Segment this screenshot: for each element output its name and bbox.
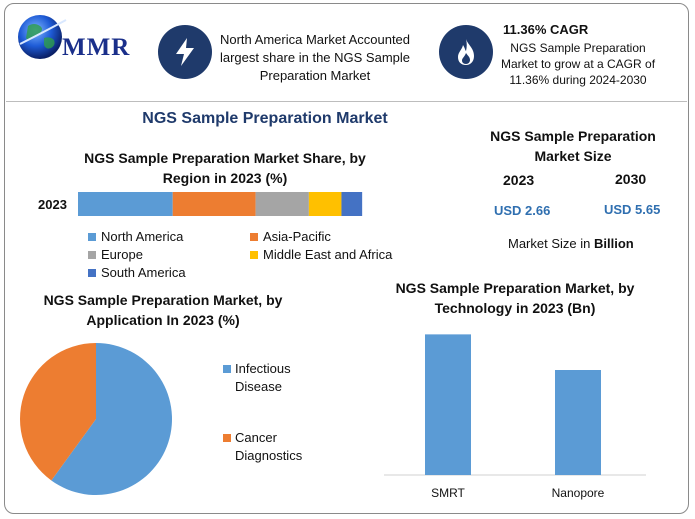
lightning-icon xyxy=(176,38,194,66)
logo-text: MMR xyxy=(62,34,131,61)
infographic-frame xyxy=(4,3,689,514)
technology-bar-chart: SMRT Nanopore xyxy=(384,334,646,500)
bar-segment-asia-pacific xyxy=(172,192,256,216)
legend-item-north-america: North America xyxy=(88,229,183,244)
legend-swatch xyxy=(88,250,96,259)
globe-logo-icon xyxy=(18,15,67,59)
region-category-label: 2023 xyxy=(38,197,67,212)
size-year-2023: 2023 xyxy=(503,172,535,188)
legend-swatch xyxy=(88,268,96,277)
legend-swatch xyxy=(223,365,231,373)
legend-swatch xyxy=(88,232,96,241)
legend-label: South America xyxy=(101,265,186,280)
callout-cagr: NGS Sample Preparation Market to grow at… xyxy=(500,41,656,87)
pie-slice-cancer-diagnostics xyxy=(20,343,96,481)
legend-label: North America xyxy=(101,229,184,244)
tick-label-smrt: SMRT xyxy=(431,486,465,500)
region-chart-title: NGS Sample Preparation Market Share, by … xyxy=(84,150,366,186)
bar-segment-south-america xyxy=(341,192,363,216)
application-chart-title: NGS Sample Preparation Market, by Applic… xyxy=(43,292,283,328)
pie-legend-cancer: Cancer Diagnostics xyxy=(223,429,323,465)
pie-slice-infectious-disease xyxy=(51,343,172,495)
note-prefix: Market Size in xyxy=(508,236,594,251)
legend-label: Cancer Diagnostics xyxy=(235,430,303,463)
legend-item-mea: Middle East and Africa xyxy=(250,247,392,262)
legend-item-europe: Europe xyxy=(88,247,143,262)
bar-smrt xyxy=(425,334,471,475)
legend-label: Middle East and Africa xyxy=(263,247,393,262)
flame-icon xyxy=(458,39,474,65)
legend-swatch xyxy=(223,434,231,442)
bar-nanopore xyxy=(555,370,601,475)
size-year-2030: 2030 xyxy=(615,171,647,187)
legend-item-south-america: South America xyxy=(88,265,186,280)
legend-label: Europe xyxy=(101,247,143,262)
market-size-note: Market Size in Billion xyxy=(508,236,634,251)
bar-segment-europe xyxy=(255,192,309,216)
technology-chart-title: NGS Sample Preparation Market, by Techno… xyxy=(395,280,635,316)
region-stacked-bar xyxy=(78,192,363,216)
application-pie xyxy=(20,343,172,495)
note-unit: Billion xyxy=(593,236,634,251)
lightning-badge xyxy=(158,25,212,79)
bar-segment-north-america xyxy=(78,192,173,216)
header-divider xyxy=(6,101,687,102)
size-value-2030: USD 5.65 xyxy=(604,202,661,217)
size-value-2023: USD 2.66 xyxy=(494,203,551,218)
flame-badge xyxy=(439,25,493,79)
pie-legend-infectious: Infectious Disease xyxy=(223,360,323,396)
market-size-title: NGS Sample Preparation Market Size xyxy=(490,128,656,164)
legend-item-asia-pacific: Asia-Pacific xyxy=(250,229,331,244)
cagr-title: 11.36% CAGR xyxy=(503,22,589,37)
main-title: NGS Sample Preparation Market xyxy=(142,110,388,127)
legend-label: Asia-Pacific xyxy=(263,229,331,244)
bar-segment-middle-east-and-africa xyxy=(308,192,342,216)
tick-label-nanopore: Nanopore xyxy=(552,486,605,500)
callout-north-america: North America Market Accounted largest s… xyxy=(219,32,411,83)
legend-swatch xyxy=(250,250,258,259)
legend-label: Infectious Disease xyxy=(235,361,291,394)
legend-swatch xyxy=(250,232,258,241)
